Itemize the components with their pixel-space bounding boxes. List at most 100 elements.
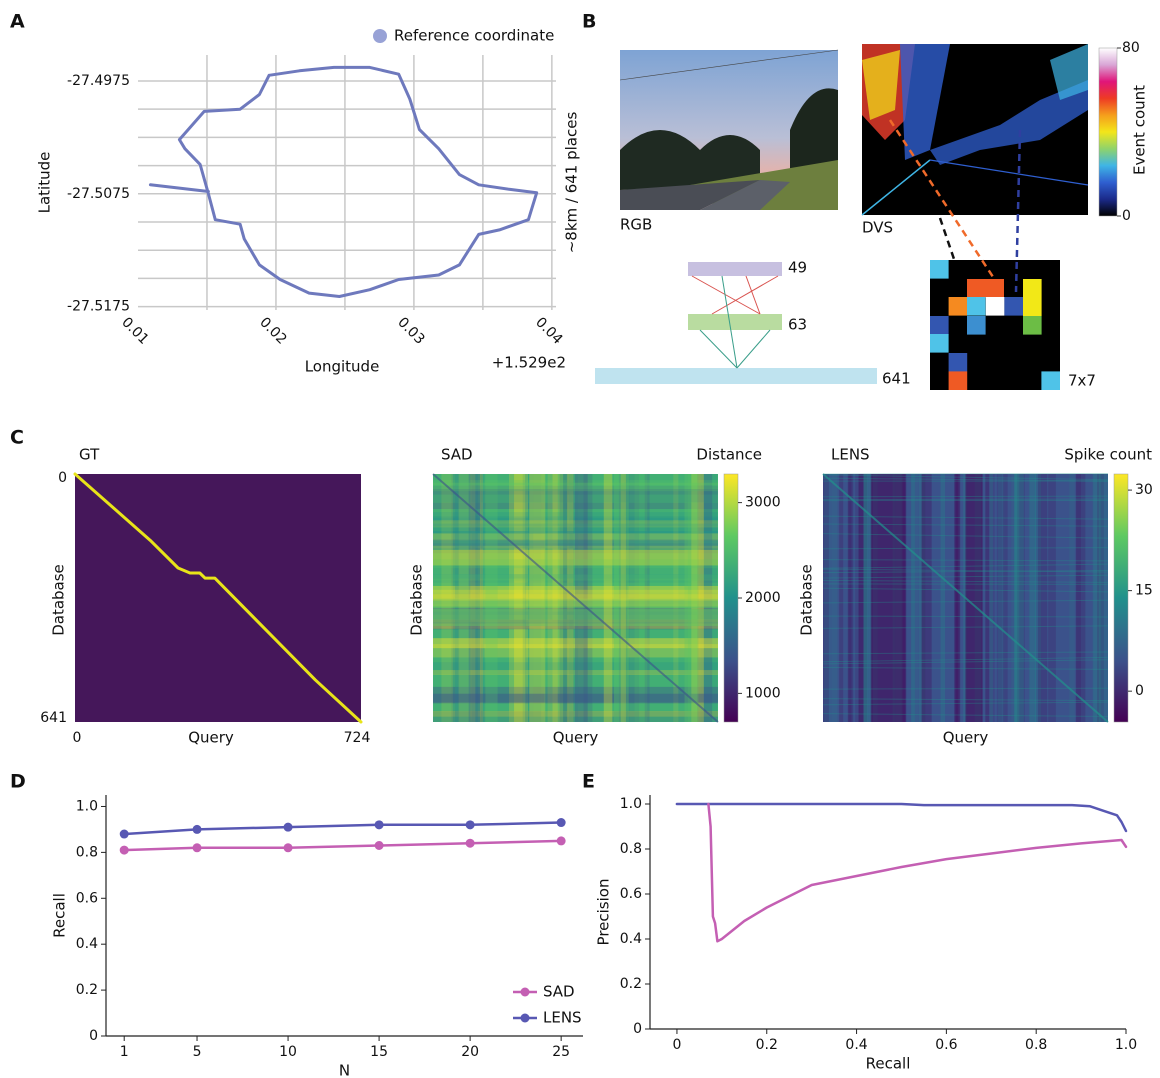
legend-marker <box>521 988 530 997</box>
heatmap-texture <box>433 711 718 722</box>
colorbar-tick-label: 80 <box>1122 40 1140 56</box>
heatmap-title: GT <box>79 446 100 464</box>
series-line <box>150 67 536 296</box>
y-tick-label: 0.4 <box>76 936 98 952</box>
y-tick-label: -27.5075 <box>67 186 130 202</box>
x-axis-label: N <box>339 1062 350 1078</box>
x-tick-label: 0.4 <box>845 1037 867 1053</box>
y-axis-label: Recall <box>51 893 69 938</box>
y-tick-label: 0.8 <box>76 844 98 860</box>
heatmap-texture <box>548 474 558 722</box>
series-line <box>124 823 561 835</box>
colorbar-tick-label: 0 <box>1122 208 1131 224</box>
heatmap-texture <box>955 474 959 722</box>
x-tick-label: 1 <box>120 1044 129 1060</box>
x-tick-label: 25 <box>552 1044 570 1060</box>
y-tick-label: 0.8 <box>620 841 642 857</box>
heatmap-texture <box>941 474 945 722</box>
heatmap-texture <box>1038 474 1047 722</box>
panel-letter: C <box>10 427 24 449</box>
heatmap-texture <box>871 474 905 722</box>
x-tick-label: 20 <box>461 1044 479 1060</box>
heatmap-texture <box>433 609 718 626</box>
x-tick-label: 0.03 <box>394 314 427 347</box>
legend-label: LENS <box>543 1009 582 1027</box>
x-tick-label: 5 <box>193 1044 202 1060</box>
y-tick-label: -27.5175 <box>67 299 130 315</box>
y-axis-label: Database <box>408 564 426 636</box>
y-tick-label: 0.6 <box>620 886 642 902</box>
series-line <box>677 804 1126 831</box>
x-tick-label: 15 <box>370 1044 388 1060</box>
colorbar-tick-label: 1000 <box>745 685 781 701</box>
x-axis-label: Longitude <box>305 358 380 376</box>
y-axis-label: Precision <box>595 879 613 946</box>
panel-letter: E <box>582 771 595 793</box>
colorbar-label: Event count <box>1131 85 1149 175</box>
marker <box>284 823 293 832</box>
x-tick-label: 10 <box>279 1044 297 1060</box>
y-axis-label: Database <box>50 564 68 636</box>
panel-letter: B <box>582 11 596 33</box>
y-tick-label: 1.0 <box>620 796 642 812</box>
heatmap-texture <box>1069 474 1075 722</box>
y-tick-label: 0 <box>633 1021 642 1037</box>
colorbar-tick-label: 0 <box>1135 683 1144 699</box>
series-line <box>708 804 1126 941</box>
dvs-image <box>862 44 1088 215</box>
x-axis-label: Query <box>553 729 599 747</box>
x-tick-label: 0.6 <box>935 1037 957 1053</box>
heatmap-texture <box>1099 474 1108 722</box>
colorbar <box>1099 48 1117 216</box>
marker <box>466 820 475 829</box>
marker <box>193 843 202 852</box>
heatmap-texture <box>433 489 718 502</box>
marker <box>120 846 129 855</box>
x-tick-label: 0.01 <box>118 314 151 347</box>
marker <box>466 839 475 848</box>
heatmap-texture <box>544 474 547 722</box>
heatmap-texture <box>1048 474 1056 722</box>
y-tick-label: 0.4 <box>620 931 642 947</box>
heatmap-texture <box>911 474 918 722</box>
heatmap-texture <box>1093 474 1100 722</box>
legend-marker <box>373 29 387 43</box>
panel-letter: D <box>10 771 26 793</box>
x-axis-label: Query <box>943 729 989 747</box>
x-offset-text: +1.529e2 <box>492 354 566 372</box>
marker <box>375 820 384 829</box>
x-tick-label: 1.0 <box>1115 1037 1137 1053</box>
layer-size: 63 <box>788 316 807 334</box>
x-tick-label: 0.8 <box>1025 1037 1047 1053</box>
x-tick-label: 0 <box>672 1037 681 1053</box>
heatmap-texture <box>922 474 932 722</box>
colorbar <box>1114 474 1128 722</box>
y-tick-label: -27.4975 <box>67 73 130 89</box>
network-diagram <box>595 262 877 384</box>
colorbar-label: Distance <box>696 446 762 464</box>
grid-label: 7x7 <box>1068 372 1096 390</box>
x-tick-label: 0 <box>73 730 82 746</box>
heatmap-texture <box>433 574 718 580</box>
x-axis-label: Query <box>188 729 234 747</box>
heatmap-texture <box>433 524 718 534</box>
heatmap-title: SAD <box>441 446 473 464</box>
series-line <box>124 841 561 850</box>
marker <box>375 841 384 850</box>
x-tick-label: 0.2 <box>756 1037 778 1053</box>
panel-letter: A <box>10 11 25 33</box>
layer-size: 641 <box>882 370 911 388</box>
legend-label: Reference coordinate <box>394 27 554 45</box>
heatmap-texture <box>433 559 718 568</box>
y-tick-label: 0 <box>58 470 67 486</box>
y-axis-label: Latitude <box>36 152 54 214</box>
legend-marker <box>521 1014 530 1023</box>
y-tick-label: 0.2 <box>76 982 98 998</box>
heatmap-texture <box>1076 474 1081 722</box>
marker <box>557 818 566 827</box>
colorbar-tick-label: 30 <box>1135 482 1153 498</box>
x-tick-label: 724 <box>344 730 371 746</box>
heatmap-texture <box>831 474 837 722</box>
y-tick-label: 1.0 <box>76 798 98 814</box>
event-grid <box>930 260 1060 390</box>
